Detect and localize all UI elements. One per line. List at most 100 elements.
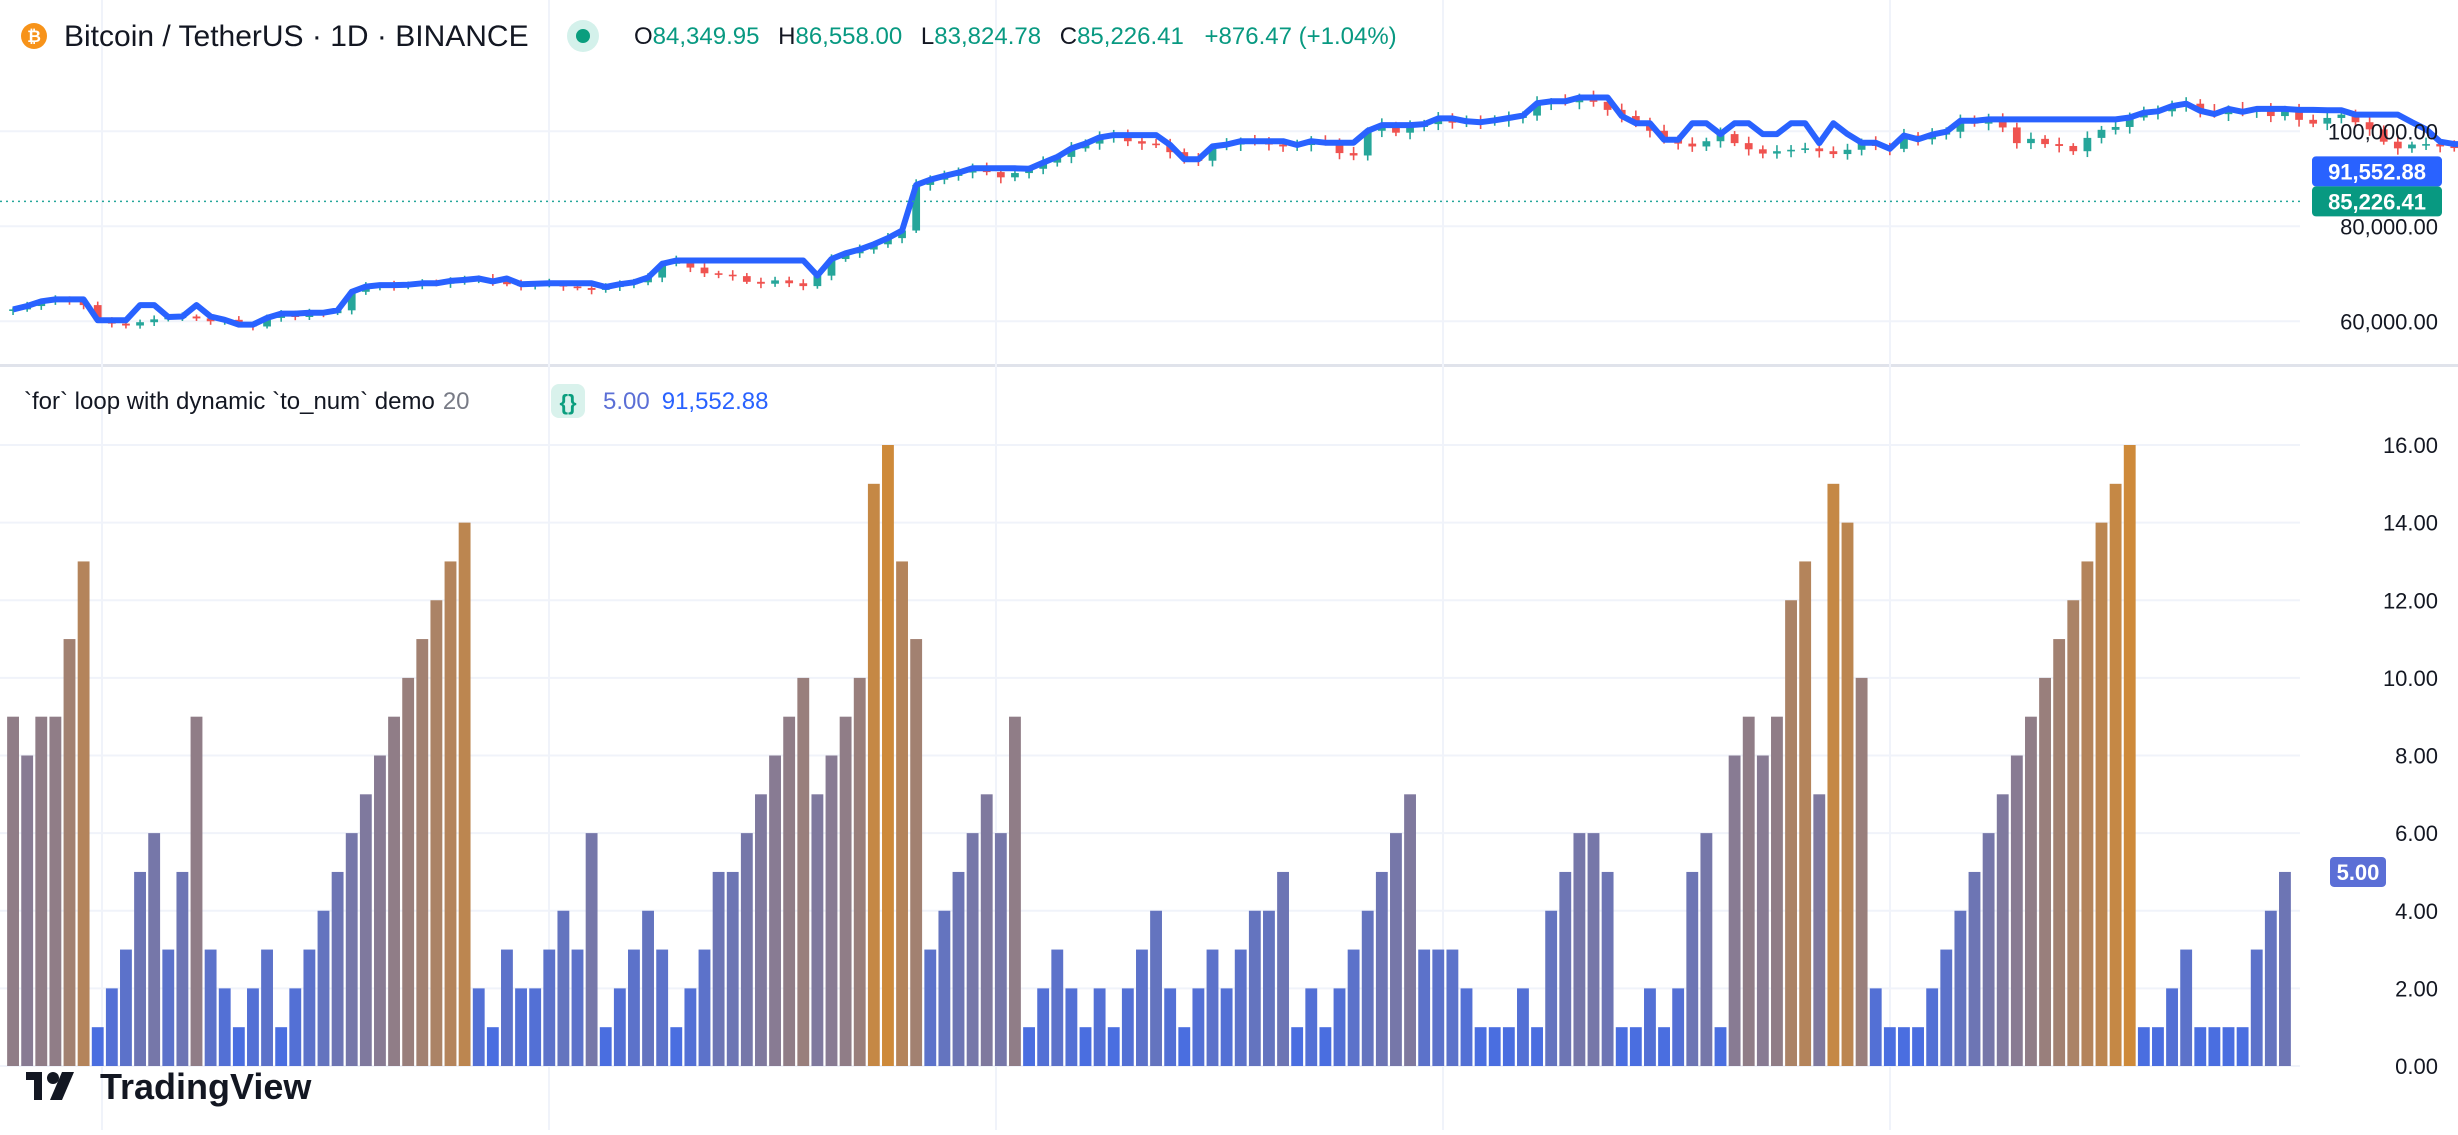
indicator-bar[interactable] — [1601, 871, 1614, 1066]
indicator-bar[interactable] — [1517, 988, 1529, 1066]
indicator-bar[interactable] — [1629, 1027, 1642, 1066]
indicator-bar[interactable] — [1587, 833, 1600, 1066]
indicator-bar[interactable] — [839, 716, 852, 1066]
indicator-bar[interactable] — [2025, 716, 2037, 1066]
indicator-bar[interactable] — [1488, 1027, 1501, 1066]
indicator-bar[interactable] — [613, 988, 626, 1066]
indicator-bar[interactable] — [486, 1027, 499, 1066]
indicator-bar[interactable] — [261, 949, 273, 1066]
tradingview-logo[interactable]: TradingView — [26, 1066, 312, 1107]
indicator-bar[interactable] — [1926, 988, 1939, 1066]
indicator-bar[interactable] — [2180, 949, 2193, 1066]
indicator-bar[interactable] — [825, 755, 838, 1067]
indicator-bar[interactable] — [1079, 1027, 1092, 1066]
symbol-title[interactable]: Bitcoin / TetherUS · 1D · BINANCE — [64, 20, 529, 53]
indicator-bar[interactable] — [317, 910, 330, 1066]
indicator-bar[interactable] — [1686, 871, 1699, 1066]
indicator-bar[interactable] — [1136, 949, 1148, 1066]
indicator-bar[interactable] — [1263, 910, 1275, 1066]
indicator-bar[interactable] — [867, 483, 880, 1066]
indicator-bar[interactable] — [1700, 833, 1713, 1066]
indicator-bar[interactable] — [1121, 988, 1134, 1066]
indicator-bar[interactable] — [2137, 1027, 2150, 1066]
indicator-bar[interactable] — [1206, 949, 1219, 1066]
indicator-bar[interactable] — [1813, 794, 1826, 1066]
indicator-bar[interactable] — [1559, 871, 1572, 1066]
indicator-pane[interactable] — [7, 445, 2291, 1066]
indicator-bar[interactable] — [1827, 483, 1840, 1066]
indicator-bar[interactable] — [134, 871, 146, 1066]
indicator-bar[interactable] — [1037, 988, 1050, 1066]
indicator-bar[interactable] — [1460, 988, 1473, 1066]
indicator-bar[interactable] — [1234, 949, 1247, 1066]
indicator-bar[interactable] — [1023, 1027, 1035, 1066]
source-code-icon-bg[interactable] — [551, 384, 585, 418]
indicator-bar[interactable] — [2010, 755, 2023, 1067]
indicator-bar[interactable] — [1855, 677, 1868, 1066]
indicator-bar[interactable] — [1615, 1027, 1628, 1066]
indicator-bar[interactable] — [1065, 988, 1078, 1066]
indicator-bar[interactable] — [1912, 1027, 1924, 1066]
indicator-bar[interactable] — [698, 949, 711, 1066]
indicator-bar[interactable] — [1531, 1027, 1543, 1066]
indicator-bar[interactable] — [289, 988, 302, 1066]
indicator-bar[interactable] — [1150, 910, 1162, 1066]
indicator-bar[interactable] — [1404, 794, 1416, 1066]
indicator-bar[interactable] — [1742, 716, 1755, 1066]
indicator-bar[interactable] — [1573, 833, 1586, 1066]
indicator-bar[interactable] — [1644, 988, 1656, 1066]
indicator-bar[interactable] — [2250, 949, 2263, 1066]
indicator-bar[interactable] — [670, 1027, 683, 1066]
indicator-bar[interactable] — [811, 794, 824, 1066]
indicator-bar[interactable] — [7, 716, 19, 1066]
indicator-bar[interactable] — [1785, 600, 1797, 1066]
indicator-bar[interactable] — [501, 949, 513, 1066]
indicator-bar[interactable] — [797, 677, 810, 1066]
indicator-bar[interactable] — [1220, 988, 1233, 1066]
indicator-bar[interactable] — [910, 639, 923, 1066]
indicator-bar[interactable] — [924, 949, 937, 1066]
indicator-bar[interactable] — [2095, 522, 2108, 1066]
indicator-bar[interactable] — [1672, 988, 1685, 1066]
indicator-bar[interactable] — [1178, 1027, 1191, 1066]
indicator-bar[interactable] — [1771, 716, 1783, 1066]
indicator-bar[interactable] — [980, 794, 993, 1066]
indicator-bar[interactable] — [599, 1027, 612, 1066]
indicator-bar[interactable] — [1883, 1027, 1896, 1066]
indicator-bar[interactable] — [966, 833, 979, 1066]
indicator-bar[interactable] — [1968, 871, 1981, 1066]
indicator-bar[interactable] — [63, 639, 76, 1066]
indicator-bar[interactable] — [176, 871, 189, 1066]
indicator-bar[interactable] — [1192, 988, 1205, 1066]
indicator-legend[interactable]: `for` loop with dynamic `to_num` demo 20 — [24, 388, 470, 415]
indicator-bar[interactable] — [557, 910, 570, 1066]
indicator-bar[interactable] — [1347, 949, 1360, 1066]
indicator-bar[interactable] — [49, 716, 62, 1066]
indicator-bar[interactable] — [1305, 988, 1318, 1066]
indicator-bar[interactable] — [2208, 1027, 2221, 1066]
indicator-bar[interactable] — [2166, 988, 2178, 1066]
indicator-bar[interactable] — [458, 522, 471, 1066]
indicator-bar[interactable] — [1869, 988, 1882, 1066]
indicator-bar[interactable] — [712, 871, 725, 1066]
indicator-bar[interactable] — [2222, 1027, 2235, 1066]
indicator-bar[interactable] — [882, 445, 894, 1066]
indicator-bar[interactable] — [1333, 988, 1346, 1066]
indicator-bar[interactable] — [1418, 949, 1431, 1066]
indicator-bar[interactable] — [585, 833, 598, 1066]
indicator-bar[interactable] — [896, 561, 908, 1066]
indicator-bar[interactable] — [1390, 833, 1402, 1066]
indicator-bar[interactable] — [2279, 871, 2291, 1066]
indicator-bar[interactable] — [120, 949, 132, 1066]
indicator-bar[interactable] — [1756, 755, 1769, 1067]
indicator-bar[interactable] — [1714, 1027, 1727, 1066]
indicator-bar[interactable] — [2109, 483, 2122, 1066]
indicator-bar[interactable] — [994, 833, 1007, 1066]
indicator-bar[interactable] — [345, 833, 358, 1066]
indicator-bar[interactable] — [515, 988, 527, 1066]
indicator-bar[interactable] — [656, 949, 669, 1066]
indicator-bar[interactable] — [35, 716, 48, 1066]
indicator-bar[interactable] — [402, 677, 415, 1066]
indicator-bar[interactable] — [1898, 1027, 1910, 1066]
